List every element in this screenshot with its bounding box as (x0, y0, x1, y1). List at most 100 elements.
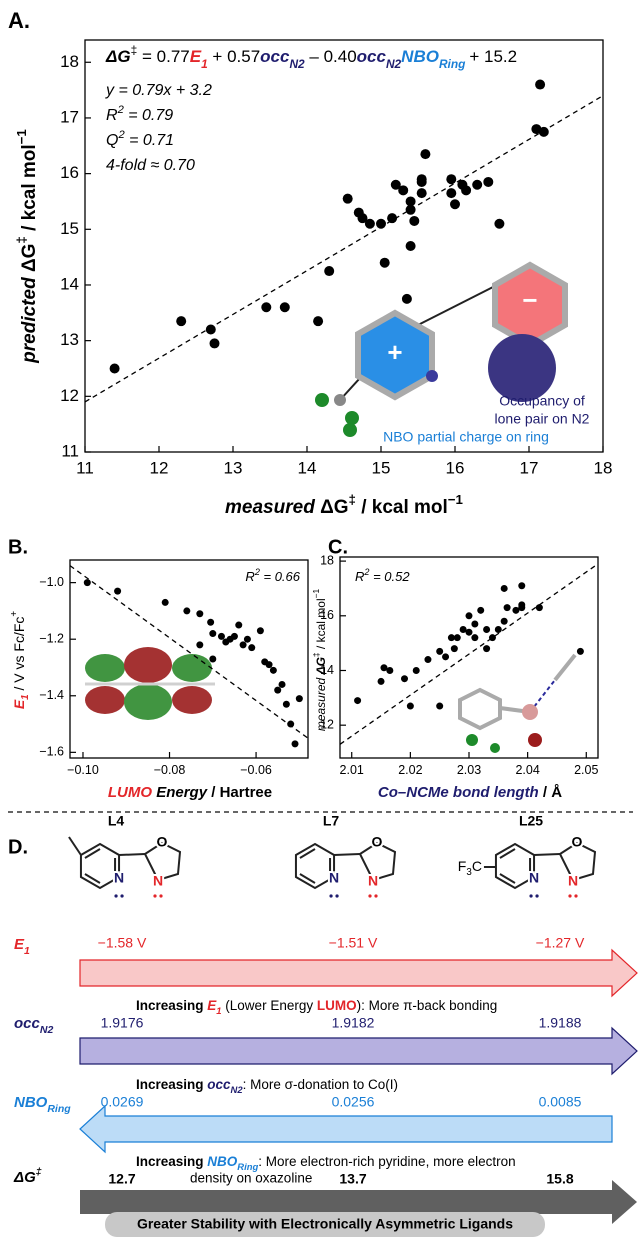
lone-pair-dot (568, 894, 572, 898)
x-tick-label: 2.05 (574, 763, 598, 777)
lone-pair-dot (374, 894, 378, 898)
data-point (235, 621, 243, 629)
data-point (222, 638, 230, 646)
atom-label: N (329, 870, 339, 886)
plot-frame (69, 559, 309, 759)
data-point (386, 666, 394, 674)
row-value: 1.9188 (539, 1015, 582, 1031)
data-point (409, 215, 420, 226)
data-point (377, 677, 385, 685)
data-point (357, 213, 368, 224)
conclusion: Greater Stability with Electronically As… (137, 1216, 513, 1232)
arrow (79, 948, 638, 998)
x-axis-title: measured ΔG‡ / kcal mol−1 (225, 492, 464, 518)
data-point (401, 293, 412, 304)
row-value: −1.58 V (98, 935, 147, 951)
data-point (256, 627, 264, 635)
x-tick-label: 14 (298, 458, 317, 477)
data-point (412, 666, 420, 674)
data-point (279, 302, 290, 313)
charge-plus: + (387, 337, 402, 367)
data-point (379, 257, 390, 268)
data-point (387, 213, 398, 224)
data-point (471, 620, 479, 628)
data-point (230, 632, 238, 640)
annotation: Occupancy of (499, 393, 585, 409)
atom-label: N (529, 870, 539, 886)
row-value: 0.0269 (101, 1094, 144, 1110)
y-tick-label: 16 (60, 163, 79, 182)
data-point (390, 179, 401, 190)
data-point (450, 645, 458, 653)
x-tick-label: 11 (76, 458, 94, 477)
row-value: 12.7 (108, 1171, 135, 1187)
x-tick-label: 16 (446, 458, 465, 477)
data-point (420, 149, 431, 160)
data-point (239, 641, 247, 649)
lone-pair-dot (153, 894, 157, 898)
data-point (446, 188, 457, 199)
data-point (401, 675, 408, 683)
data-point (207, 618, 215, 626)
x-tick-label: 2.01 (340, 763, 364, 777)
row-value: 1.9182 (332, 1015, 375, 1031)
y-tick-label: 15 (60, 219, 79, 238)
row-value: 1.9176 (101, 1015, 144, 1031)
y-tick-label: −1.0 (39, 575, 64, 589)
inner-bonds (84, 848, 117, 884)
data-point (324, 266, 335, 277)
caption: density on oxazoline (190, 1171, 312, 1186)
lone-pair-dot (329, 894, 333, 898)
caption: Increasing occN2: More σ-donation to Co(… (136, 1077, 398, 1096)
lone-pair-dot (574, 894, 578, 898)
data-point (269, 666, 277, 674)
charge-minus: − (522, 285, 537, 315)
data-point (380, 664, 388, 672)
data-point (243, 635, 251, 643)
data-point (518, 582, 526, 590)
row-value: −1.51 V (329, 935, 378, 951)
atom-label: N (568, 873, 578, 889)
lone-pair-dot (368, 894, 372, 898)
oxazoline (558, 841, 597, 882)
cf3-part: C (472, 858, 482, 874)
panel-label: D. (8, 836, 28, 858)
trend-line (84, 95, 604, 403)
row-value: 0.0085 (539, 1094, 582, 1110)
data-point (488, 634, 496, 642)
data-point (405, 241, 416, 251)
caption: Increasing E1 (Lower Energy LUMO): More … (136, 998, 497, 1017)
data-point (354, 697, 362, 705)
data-point (518, 601, 526, 609)
r-squared: R2 = 0.66 (245, 567, 300, 584)
y-tick-label: −1.2 (39, 631, 64, 645)
y-tick-label: −1.6 (39, 745, 64, 759)
data-point (450, 199, 460, 210)
inner-bonds (299, 848, 332, 884)
data-point (282, 700, 290, 708)
y-tick-label: 11 (61, 441, 79, 460)
lone-pair-dot (535, 894, 539, 898)
data-point (291, 740, 299, 748)
ligand-label: L25 (519, 813, 543, 829)
data-point (535, 604, 543, 612)
atom-label: O (572, 834, 583, 850)
trend-line (339, 563, 599, 745)
data-point (109, 363, 120, 374)
bond (534, 853, 561, 856)
data-point (217, 632, 225, 640)
ligand-label: L7 (323, 813, 340, 829)
data-point (278, 680, 286, 688)
data-point (477, 606, 485, 614)
x-tick-label: −0.06 (240, 763, 272, 777)
y-axis-title: E1 / V vs Fc/Fc+ (9, 611, 31, 710)
data-point (465, 628, 473, 636)
x-tick-label: 2.02 (398, 763, 422, 777)
lone-pair-dot (529, 894, 533, 898)
lone-pair-orbital (488, 334, 556, 402)
y-tick-label: 18 (60, 52, 79, 71)
data-point (376, 218, 386, 229)
annotation: lone pair on N2 (495, 411, 590, 427)
data-point (161, 598, 169, 606)
data-point (209, 630, 217, 638)
